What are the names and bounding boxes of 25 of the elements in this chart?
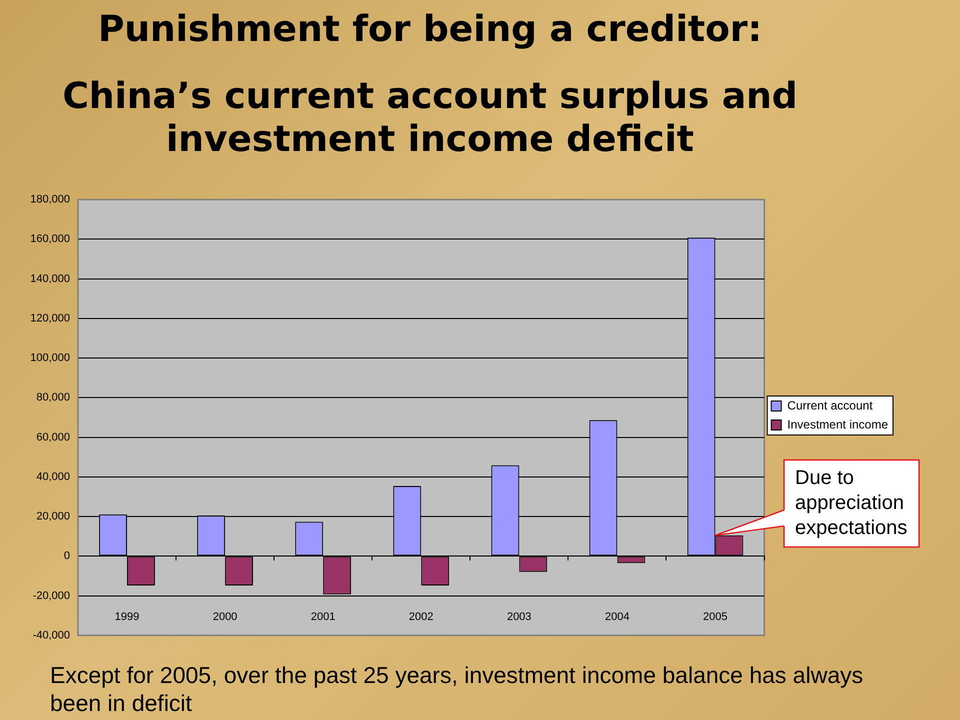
x-tick-label: 2003	[506, 610, 532, 623]
text: Except for 2005, over the past 25 years, investment income balance has always been in deficit	[50, 661, 864, 717]
y-tick-label: 60,000	[36, 431, 70, 444]
y-tick-label: 120,000	[30, 312, 70, 324]
y-tick-label: 0	[64, 550, 70, 562]
x-tick-label: 2004	[604, 610, 630, 623]
x-tick-label: 2001	[310, 610, 336, 623]
y-tick-label: 40,000	[36, 470, 70, 483]
legend-label: Current account	[787, 398, 874, 412]
x-tick-label: 2005	[703, 610, 728, 623]
chart-subtitle: China’s current account surplus and investment income deficit	[61, 75, 799, 161]
y-tick-label: 140,000	[30, 272, 70, 285]
x-tick-label: 1999	[114, 610, 140, 623]
annotation: Due to appreciation expectations	[795, 466, 908, 541]
y-tick-label: -40,000	[32, 629, 70, 642]
y-tick-label: 80,000	[36, 392, 70, 404]
x-tick-label: 2002	[408, 610, 434, 623]
x-tick-label: 2000	[212, 610, 238, 623]
y-tick-label: 180,000	[30, 194, 70, 206]
y-tick-label: 160,000	[30, 233, 70, 246]
legend-label: Investment income	[787, 417, 888, 432]
chart-title: Punishment for being a creditor:	[96, 8, 763, 52]
y-tick-label: 20,000	[36, 510, 70, 523]
y-tick-label: 100,000	[30, 352, 70, 364]
y-tick-label: -20,000	[32, 590, 70, 602]
